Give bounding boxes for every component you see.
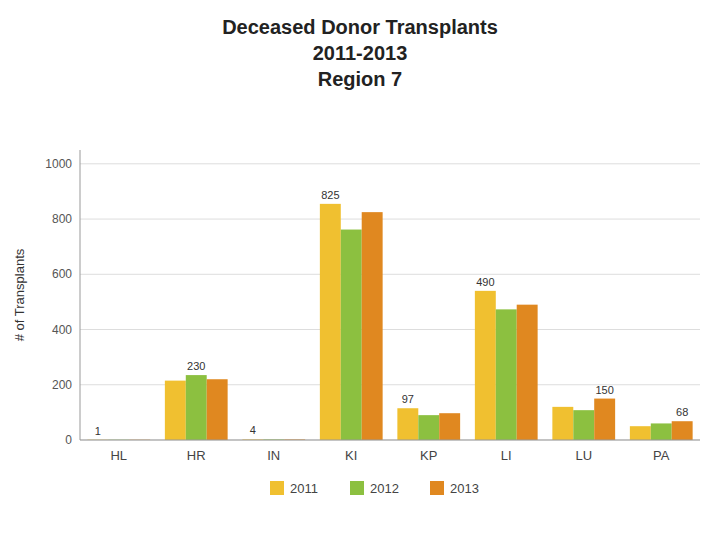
y-tick-label: 200	[52, 378, 72, 392]
x-tick-label: IN	[267, 448, 280, 463]
grid-line	[80, 440, 700, 441]
y-axis-label: # of Transplants	[12, 248, 27, 341]
x-tick-label: LI	[501, 448, 512, 463]
legend-label: 2013	[450, 481, 479, 496]
grid	[80, 164, 700, 440]
bar	[165, 381, 186, 440]
bar	[517, 305, 538, 440]
annotation: 97	[402, 393, 414, 405]
x-tick-label: PA	[653, 448, 670, 463]
bar	[186, 375, 207, 440]
annotation: 1	[95, 425, 101, 437]
title-line: Region 7	[318, 68, 402, 90]
title-line: Deceased Donor Transplants	[222, 16, 498, 38]
annotation: 825	[321, 189, 339, 201]
bar	[672, 421, 693, 440]
y-tick-label: 1000	[45, 157, 72, 171]
title: Deceased Donor Transplants 2011-2013 Regio…	[222, 16, 498, 90]
bar	[397, 408, 418, 440]
bar	[573, 410, 594, 440]
bar	[418, 415, 439, 440]
y-tick-label: 800	[52, 212, 72, 226]
annotation: 150	[595, 384, 613, 396]
x-tick-label: KP	[420, 448, 437, 463]
bar	[320, 204, 341, 440]
chart: Deceased Donor Transplants 2011-2013 Regio…	[0, 0, 720, 540]
bar	[630, 426, 651, 440]
x-tick-label: KI	[345, 448, 357, 463]
x-tick-label: HR	[187, 448, 206, 463]
bar	[341, 230, 362, 440]
bar	[475, 291, 496, 440]
annotation: 4	[250, 424, 256, 436]
legend-swatch	[430, 481, 444, 495]
grid-line	[80, 219, 700, 220]
y-tick-label: 400	[52, 323, 72, 337]
grid-line	[80, 329, 700, 330]
title-line: 2011-2013	[313, 42, 408, 64]
y-tick-label: 0	[65, 433, 72, 447]
bar	[207, 379, 228, 440]
x-axis	[80, 440, 700, 441]
annotation: 490	[476, 276, 494, 288]
legend: 2011 2012 2013	[270, 481, 479, 496]
grid-line	[80, 163, 700, 164]
legend-label: 2011	[290, 481, 318, 496]
y-tick-label: 600	[52, 267, 72, 281]
legend-swatch	[270, 481, 284, 495]
bar	[362, 212, 383, 440]
y-axis	[80, 150, 81, 440]
bar	[552, 407, 573, 440]
legend-label: 2012	[370, 481, 399, 496]
legend-swatch	[350, 481, 364, 495]
annotation: 68	[676, 406, 688, 418]
grid-line	[80, 274, 700, 275]
x-tick-label: LU	[575, 448, 592, 463]
bar	[594, 399, 615, 440]
annotation: 230	[187, 360, 205, 372]
bar	[439, 413, 460, 440]
bar	[651, 423, 672, 440]
bar	[496, 309, 517, 440]
x-tick-label: HL	[110, 448, 127, 463]
bars	[87, 204, 692, 440]
